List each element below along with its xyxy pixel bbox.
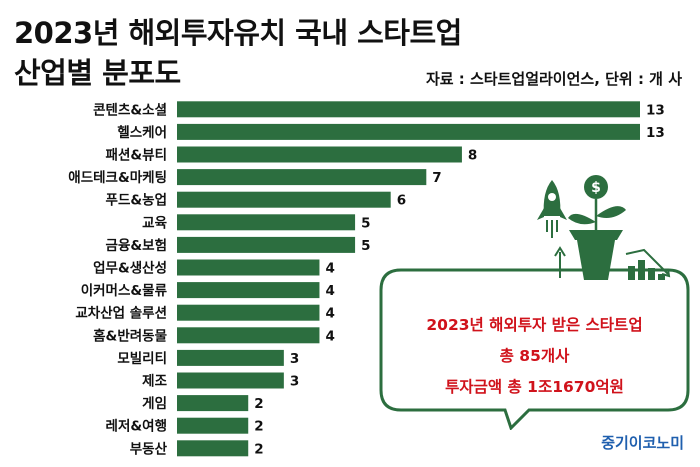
callout-line3: 투자금액 총 1조1670억원 [445,378,624,396]
callout-line1: 2023년 해외투자 받은 스타트업 [426,316,643,334]
bar [177,417,249,434]
category-label: 이커머스&물류 [81,282,168,299]
value-label: 7 [432,170,441,186]
bar [177,372,284,389]
category-label: 업무&생산성 [93,260,167,277]
value-label: 3 [290,351,299,367]
rocket-icon [537,180,567,238]
callout-box [379,268,690,430]
value-label: 2 [254,441,263,457]
category-label: 레저&여행 [106,418,167,435]
chart-title-line1: 2023년 해외투자유치 국내 스타트업 [14,16,462,50]
bar [177,146,462,163]
bar [177,101,640,118]
category-label: 애드테크&마케팅 [68,169,167,186]
value-label: 5 [361,215,370,231]
value-label: 2 [254,419,263,435]
category-label: 홈&반려동물 [93,327,167,344]
category-label: 콘텐츠&소셜 [93,101,167,118]
category-label: 푸드&농업 [106,193,167,209]
value-label: 6 [397,193,406,209]
value-label: 4 [325,306,334,322]
bar [177,191,391,208]
category-label: 교차산업 솔루션 [75,305,167,322]
value-label: 4 [325,328,334,344]
callout-line2: 총 85개사 [499,347,570,365]
category-label: 모빌리티 [117,351,167,367]
growth-illustration: $ [537,175,671,280]
category-label: 패션&뷰티 [106,147,167,164]
value-label: 13 [646,125,665,141]
bar [177,214,356,231]
callout-text: 2023년 해외투자 받은 스타트업 총 85개사 투자금액 총 1조1670억… [379,310,690,403]
value-label: 4 [325,283,334,299]
value-label: 3 [290,374,299,390]
chart-title-line2: 산업별 분포도 [14,56,181,90]
bar [177,169,427,186]
bar [177,236,356,253]
category-label: 금융&보험 [106,237,167,254]
value-label: 4 [325,261,334,277]
bar [177,440,249,457]
category-label: 제조 [142,374,167,390]
value-label: 5 [361,238,370,254]
category-label: 교육 [142,215,167,231]
value-label: 8 [468,148,477,164]
source-note: 자료 : 스타트업얼라이언스, 단위 : 개 사 [425,70,682,88]
category-label: 부동산 [130,440,168,457]
category-label: 게임 [142,396,167,412]
bar [177,304,320,321]
value-label: 13 [646,102,665,118]
bar [177,327,320,344]
bar [177,349,284,366]
bar [177,395,249,412]
growth-arrow-icon [554,246,566,278]
bar [177,259,320,276]
bar [177,282,320,299]
bar [177,123,640,140]
value-label: 2 [254,396,263,412]
brand-logo-text: 중기이코노미 [601,434,684,452]
bar-growth-icon [625,248,671,280]
money-plant-icon: $ [568,175,626,280]
category-label: 헬스케어 [117,124,167,141]
svg-text:$: $ [591,180,601,196]
